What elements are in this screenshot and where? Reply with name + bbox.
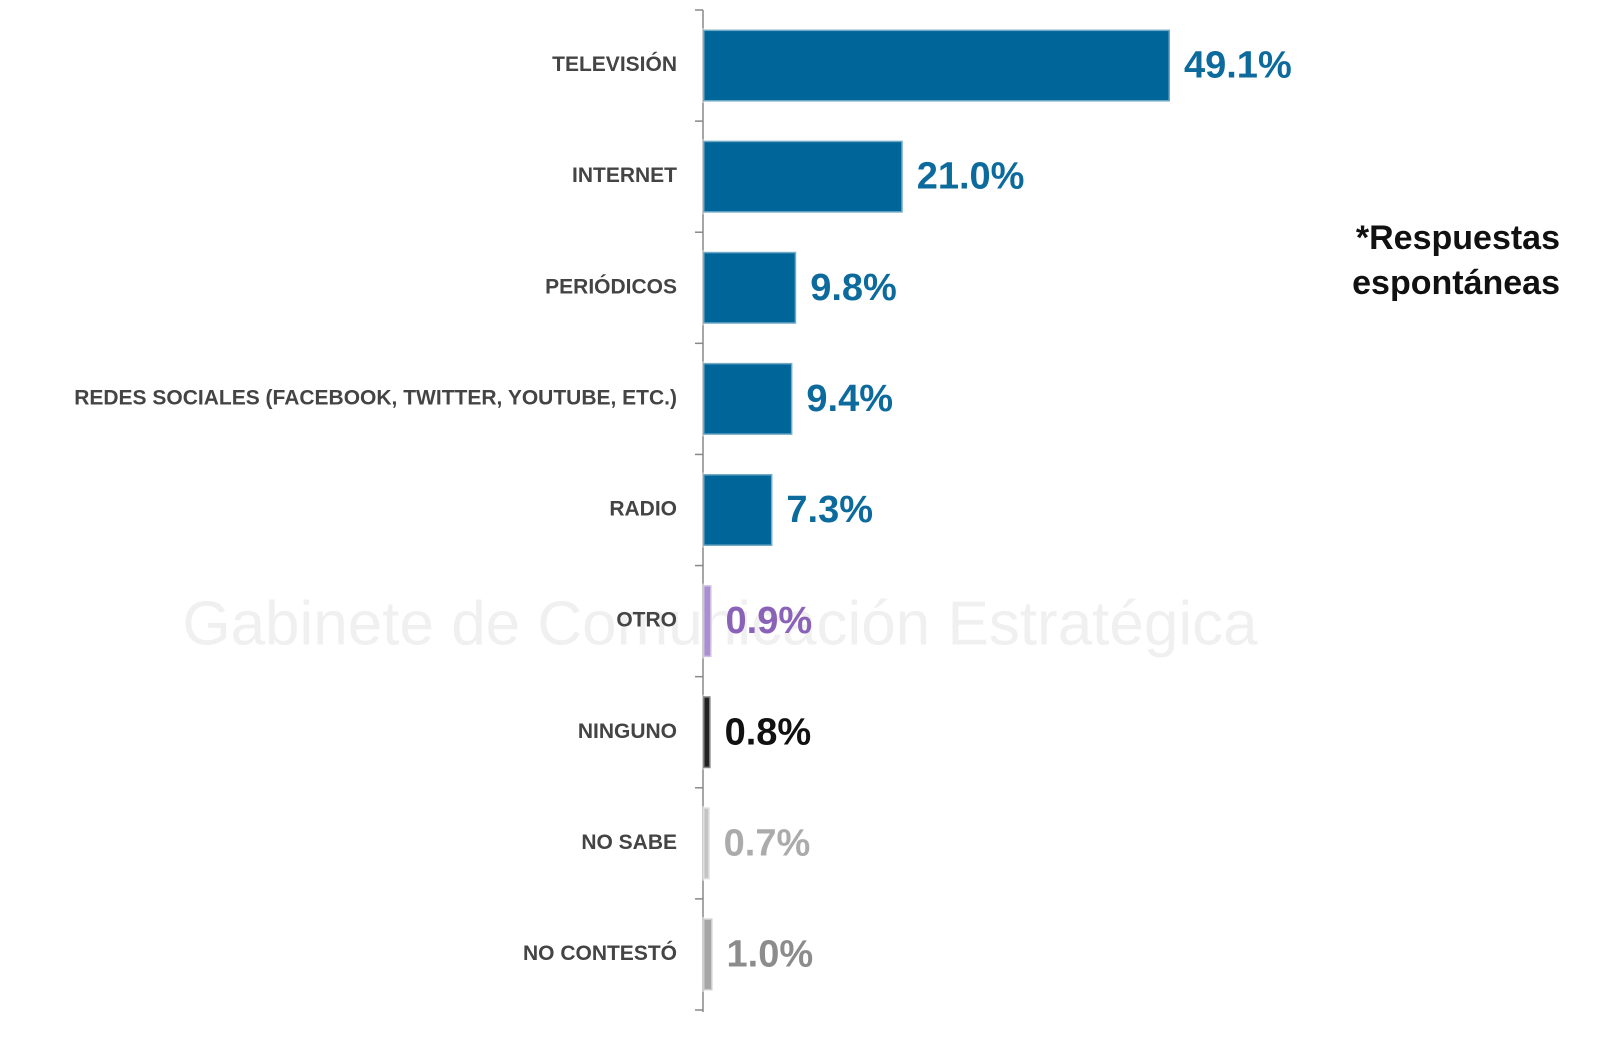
bar bbox=[701, 805, 712, 881]
value-label: 0.9% bbox=[726, 600, 813, 642]
value-label: 0.7% bbox=[724, 822, 811, 864]
value-label: 49.1% bbox=[1184, 45, 1292, 87]
category-label: OTRO bbox=[616, 609, 677, 632]
bar bbox=[701, 28, 1172, 104]
annotation: espontáneas bbox=[1352, 264, 1560, 302]
category-label: RADIO bbox=[609, 498, 677, 521]
bar bbox=[701, 139, 905, 215]
category-label: PERIÓDICOS bbox=[545, 274, 677, 298]
bar bbox=[701, 916, 715, 992]
value-label: 7.3% bbox=[786, 489, 873, 531]
annotation: *Respuestas bbox=[1356, 219, 1560, 257]
value-label: 1.0% bbox=[727, 933, 814, 975]
value-label: 21.0% bbox=[917, 156, 1025, 198]
bar bbox=[701, 472, 774, 548]
category-label: NINGUNO bbox=[578, 720, 677, 743]
bar bbox=[701, 583, 714, 659]
category-label: INTERNET bbox=[572, 164, 677, 187]
bar bbox=[701, 250, 798, 326]
category-label: NO CONTESTÓ bbox=[523, 941, 677, 965]
bar bbox=[701, 694, 713, 770]
category-label: TELEVISIÓN bbox=[552, 52, 677, 76]
category-label: REDES SOCIALES (FACEBOOK, TWITTER, YOUTU… bbox=[74, 386, 677, 409]
bar bbox=[701, 361, 794, 437]
category-label: NO SABE bbox=[581, 831, 677, 854]
value-label: 0.8% bbox=[725, 711, 812, 753]
watermark: Gabinete de Comunicación Estratégica bbox=[182, 589, 1258, 658]
value-label: 9.8% bbox=[810, 267, 897, 309]
value-label: 9.4% bbox=[806, 378, 893, 420]
